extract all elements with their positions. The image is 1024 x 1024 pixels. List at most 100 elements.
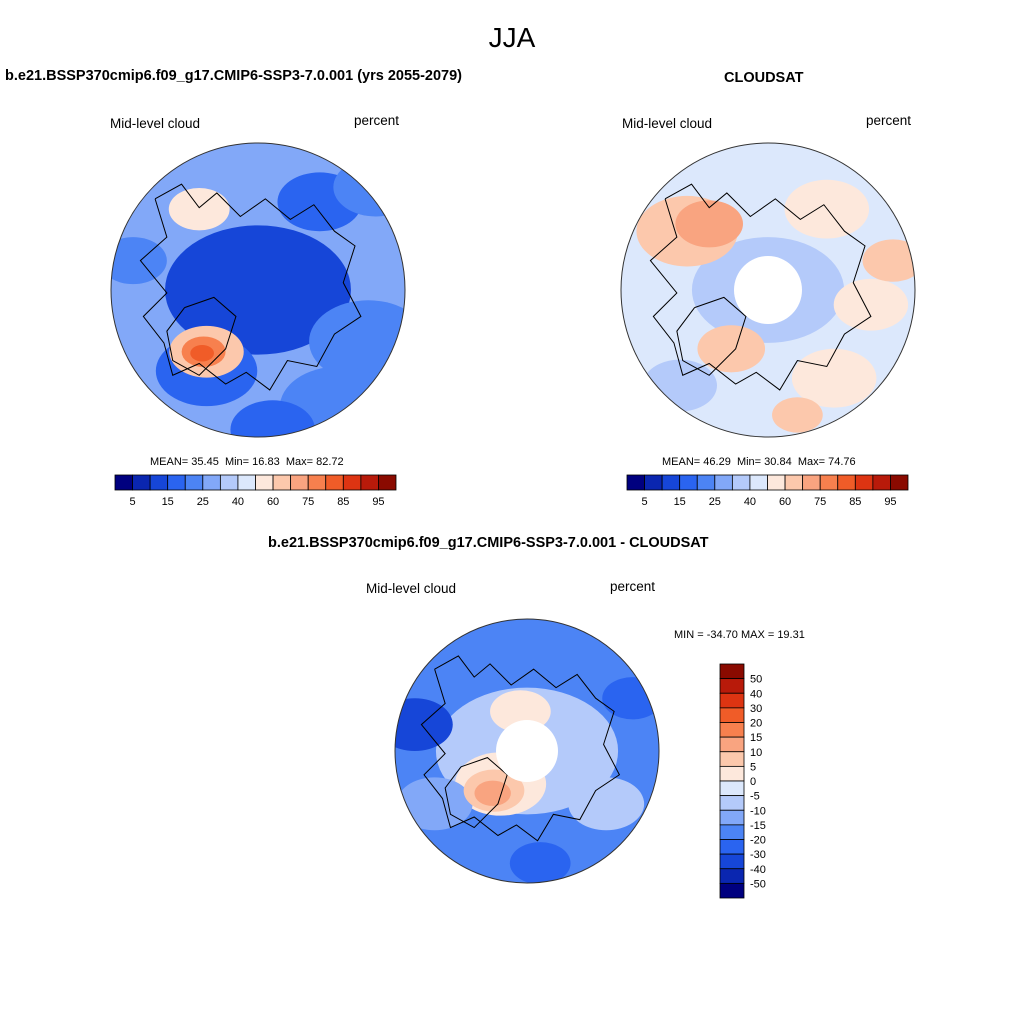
panel2-colorbar-tick-label: 60 xyxy=(779,496,791,508)
panel2-colorbar-box xyxy=(784,474,804,491)
panel2-colorbar-box xyxy=(696,474,716,491)
panel1-colorbar-box xyxy=(378,474,397,491)
panel1-stats: MEAN= 35.45 Min= 16.83 Max= 82.72 xyxy=(150,456,344,468)
panel3-field-contour xyxy=(474,780,511,806)
panel1-colorbar-box xyxy=(132,474,151,491)
panel3-colorbar-box xyxy=(719,707,745,723)
panel3-colorbar-box xyxy=(719,678,745,694)
panel2-colorbar-tick-label: 75 xyxy=(814,496,826,508)
panel1-units-label: percent xyxy=(354,113,400,128)
panel1-min-label: Min= xyxy=(224,456,250,468)
panel1-colorbar-box xyxy=(114,474,133,491)
panel3-colorbar-tick-label: 10 xyxy=(750,747,762,759)
panel3-colorbar-box xyxy=(719,751,745,767)
panel2-colorbar-tick-label: 25 xyxy=(709,496,721,508)
panel1-field-contour xyxy=(168,187,230,231)
panel2-colorbar-box xyxy=(626,474,645,491)
panel1-map-border xyxy=(110,142,406,438)
panel3-field-contour xyxy=(395,698,453,751)
panel3-colorbar-box xyxy=(719,795,745,811)
panel3-colorbar-box xyxy=(719,736,745,753)
panel1-title: b.e21.BSSP370cmip6.f09_g17.CMIP6-SSP3-7.… xyxy=(5,68,463,84)
panel1-colorbar-box xyxy=(360,474,379,491)
panel1-colorbar-box xyxy=(202,474,221,491)
panel3-field-contour xyxy=(568,777,645,831)
panel3-greenland-coast xyxy=(444,757,508,829)
panel1-coastline xyxy=(139,183,362,391)
panel3-colorbar-box xyxy=(719,692,745,709)
panel1-field-contour xyxy=(165,225,351,355)
panel1-map xyxy=(110,142,406,438)
panel1-max-label: Max= xyxy=(285,456,314,468)
panel3-units-label: percent xyxy=(610,579,656,594)
panel1-colorbar-box xyxy=(342,474,362,491)
panel3-colorbar-tick-label: 20 xyxy=(750,718,762,730)
panel2-colorbar-tick-label: 5 xyxy=(642,496,648,508)
panel2-max-label: Max= xyxy=(797,456,826,468)
panel3-colorbar-tick-label: 0 xyxy=(750,776,756,788)
panel2-field-contour xyxy=(675,200,744,248)
panel1-min-value: 16.83 xyxy=(252,456,280,468)
panel1-colorbar-box xyxy=(237,474,256,491)
panel2-colorbar-box xyxy=(767,474,786,491)
panel2-min-value: 30.84 xyxy=(764,456,792,468)
panel1-colorbar-tick-label: 85 xyxy=(337,496,349,508)
panel2-colorbar-box xyxy=(802,474,821,491)
panel3-stats: MIN = -34.70 MAX = 19.31 xyxy=(674,629,805,641)
panel3-colorbar-box xyxy=(719,722,745,738)
panel3-colorbar-tick-label: 15 xyxy=(750,732,762,744)
panel2-colorbar-box xyxy=(854,474,874,491)
panel2-colorbar-tick-label: 95 xyxy=(884,496,896,508)
panel1-colorbar: 5 15 25 40 60 75 85 95 xyxy=(114,474,397,508)
panel3-title: b.e21.BSSP370cmip6.f09_g17.CMIP6-SSP3-7.… xyxy=(268,535,709,551)
panel2-colorbar-box xyxy=(819,474,839,491)
panel3-colorbar-tick-label: -10 xyxy=(750,805,766,817)
panel1-colorbar-tick-label: 75 xyxy=(302,496,314,508)
panel2-title: CLOUDSAT xyxy=(724,70,804,86)
page-title: JJA xyxy=(488,22,536,53)
panel1-mean-value: 35.45 xyxy=(191,456,219,468)
panel1-field-contour xyxy=(230,400,315,437)
panel1-colorbar-tick-label: 25 xyxy=(197,496,209,508)
panel1-colorbar-tick-label: 15 xyxy=(162,496,174,508)
panel3-colorbar-box xyxy=(719,853,745,870)
panel1-colorbar-tick-label: 60 xyxy=(267,496,279,508)
panel3-polar-gap xyxy=(496,720,558,782)
panel1-field xyxy=(111,143,405,437)
panel3-colorbar-box xyxy=(719,824,745,840)
panel3-colorbar-box xyxy=(719,868,745,884)
panel2-polar-gap xyxy=(734,256,802,324)
panel1-max-value: 82.72 xyxy=(316,456,344,468)
panel3-colorbar-tick-label: -5 xyxy=(750,791,760,803)
panel2-field-contour xyxy=(772,397,823,433)
panel3-colorbar-tick-label: -15 xyxy=(750,820,766,832)
panel2-colorbar-tick-label: 40 xyxy=(744,496,756,508)
panel3-colorbar-tick-label: 40 xyxy=(750,688,762,700)
panel2-colorbar-tick-label: 85 xyxy=(849,496,861,508)
panel1-colorbar-box xyxy=(272,474,292,491)
panel1-mean-label: MEAN= xyxy=(150,456,189,468)
panel2-map xyxy=(620,142,916,438)
panel2-coastline xyxy=(649,183,872,391)
panel1-colorbar-box xyxy=(290,474,309,491)
panel2-units-label: percent xyxy=(866,113,912,128)
panel1-colorbar-box xyxy=(149,474,169,491)
panel1-colorbar-box xyxy=(307,474,327,491)
panel3-coastline xyxy=(420,655,621,842)
panel2-field-contour xyxy=(862,239,915,282)
panel3-colorbar-tick-label: 5 xyxy=(750,761,756,773)
panel3-variable-label: Mid-level cloud xyxy=(366,581,457,596)
panel3-colorbar-box xyxy=(719,839,745,855)
panel1-colorbar-tick-label: 5 xyxy=(130,496,136,508)
panel2-stats: MEAN= 46.29 Min= 30.84 Max= 74.76 xyxy=(662,456,856,468)
panel2-variable-label: Mid-level cloud xyxy=(622,116,713,131)
panel1-colorbar-box xyxy=(325,474,344,491)
panel1-field-contour xyxy=(111,237,167,285)
panel2-mean-label: MEAN= xyxy=(662,456,701,468)
panel3-colorbar-box xyxy=(719,882,745,899)
panel3-colorbar-tick-label: 50 xyxy=(750,674,762,686)
panel2-colorbar-box xyxy=(749,474,768,491)
panel2-colorbar-box xyxy=(714,474,733,491)
